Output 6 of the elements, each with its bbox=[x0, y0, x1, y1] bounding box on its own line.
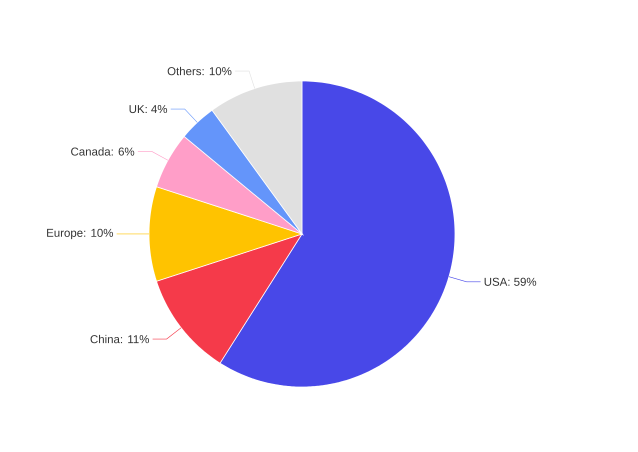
slice-label: Europe: 10% bbox=[47, 228, 114, 240]
slice-label: Canada: 6% bbox=[71, 147, 134, 156]
slice-label: Others: 10% bbox=[168, 66, 232, 76]
slice-label: China: 11% bbox=[90, 334, 150, 344]
slice-label: UK: 4% bbox=[130, 105, 168, 114]
slice-label: USA: 59% bbox=[484, 278, 536, 286]
